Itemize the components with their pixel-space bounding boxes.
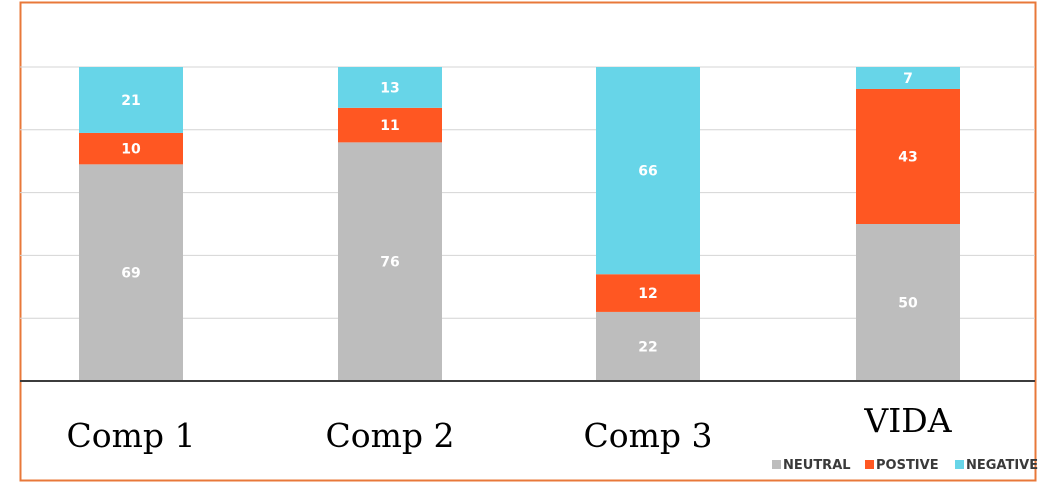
legend-swatch-postive xyxy=(865,460,874,469)
bar-value-label: 69 xyxy=(121,266,140,282)
bar-value-label: 76 xyxy=(380,255,399,271)
bar-value-label: 13 xyxy=(380,80,399,96)
bar-segment-negative xyxy=(596,67,700,275)
category-label: Comp 2 xyxy=(325,416,454,455)
legend-label-postive: POSTIVE xyxy=(876,458,939,473)
bar-value-label: 21 xyxy=(121,93,140,109)
bar-value-labels: 69 10 21 76 11 13 22 12 66 50 43 7 xyxy=(121,71,918,355)
legend-swatch-neutral xyxy=(772,460,781,469)
bar-value-label: 12 xyxy=(638,286,657,302)
legend-swatch-negative xyxy=(955,460,964,469)
bar-value-label: 50 xyxy=(898,296,918,312)
bar-value-label: 22 xyxy=(638,339,657,355)
bar-segment-neutral xyxy=(856,224,960,381)
bar-segment-neutral xyxy=(79,164,183,381)
legend-label-negative: NEGATIVE xyxy=(966,458,1038,473)
bar-segment-postive xyxy=(338,107,442,143)
bar-value-label: 7 xyxy=(903,71,913,87)
bar-segment-postive xyxy=(596,274,700,312)
category-label: Comp 1 xyxy=(66,416,195,455)
bar-value-label: 11 xyxy=(380,118,399,134)
bar-segment-postive xyxy=(856,88,960,224)
bar-value-label: 43 xyxy=(898,149,917,165)
bar-value-label: 10 xyxy=(121,142,141,158)
legend-label-neutral: NEUTRAL xyxy=(783,458,851,473)
bar-segment-neutral xyxy=(338,142,442,381)
bar-value-label: 66 xyxy=(638,164,657,180)
category-label: VIDA xyxy=(863,401,952,440)
category-label: Comp 3 xyxy=(583,416,712,455)
bar-segment-postive xyxy=(79,132,183,165)
bar-segment-negative xyxy=(856,67,960,89)
bars xyxy=(79,67,960,381)
bar-segment-neutral xyxy=(596,311,700,381)
bar-segment-negative xyxy=(338,67,442,108)
legend: NEUTRAL POSTIVE NEGATIVE xyxy=(772,458,1038,473)
bar-segment-negative xyxy=(79,67,183,133)
category-labels: Comp 1 Comp 2 Comp 3 VIDA xyxy=(66,401,952,455)
